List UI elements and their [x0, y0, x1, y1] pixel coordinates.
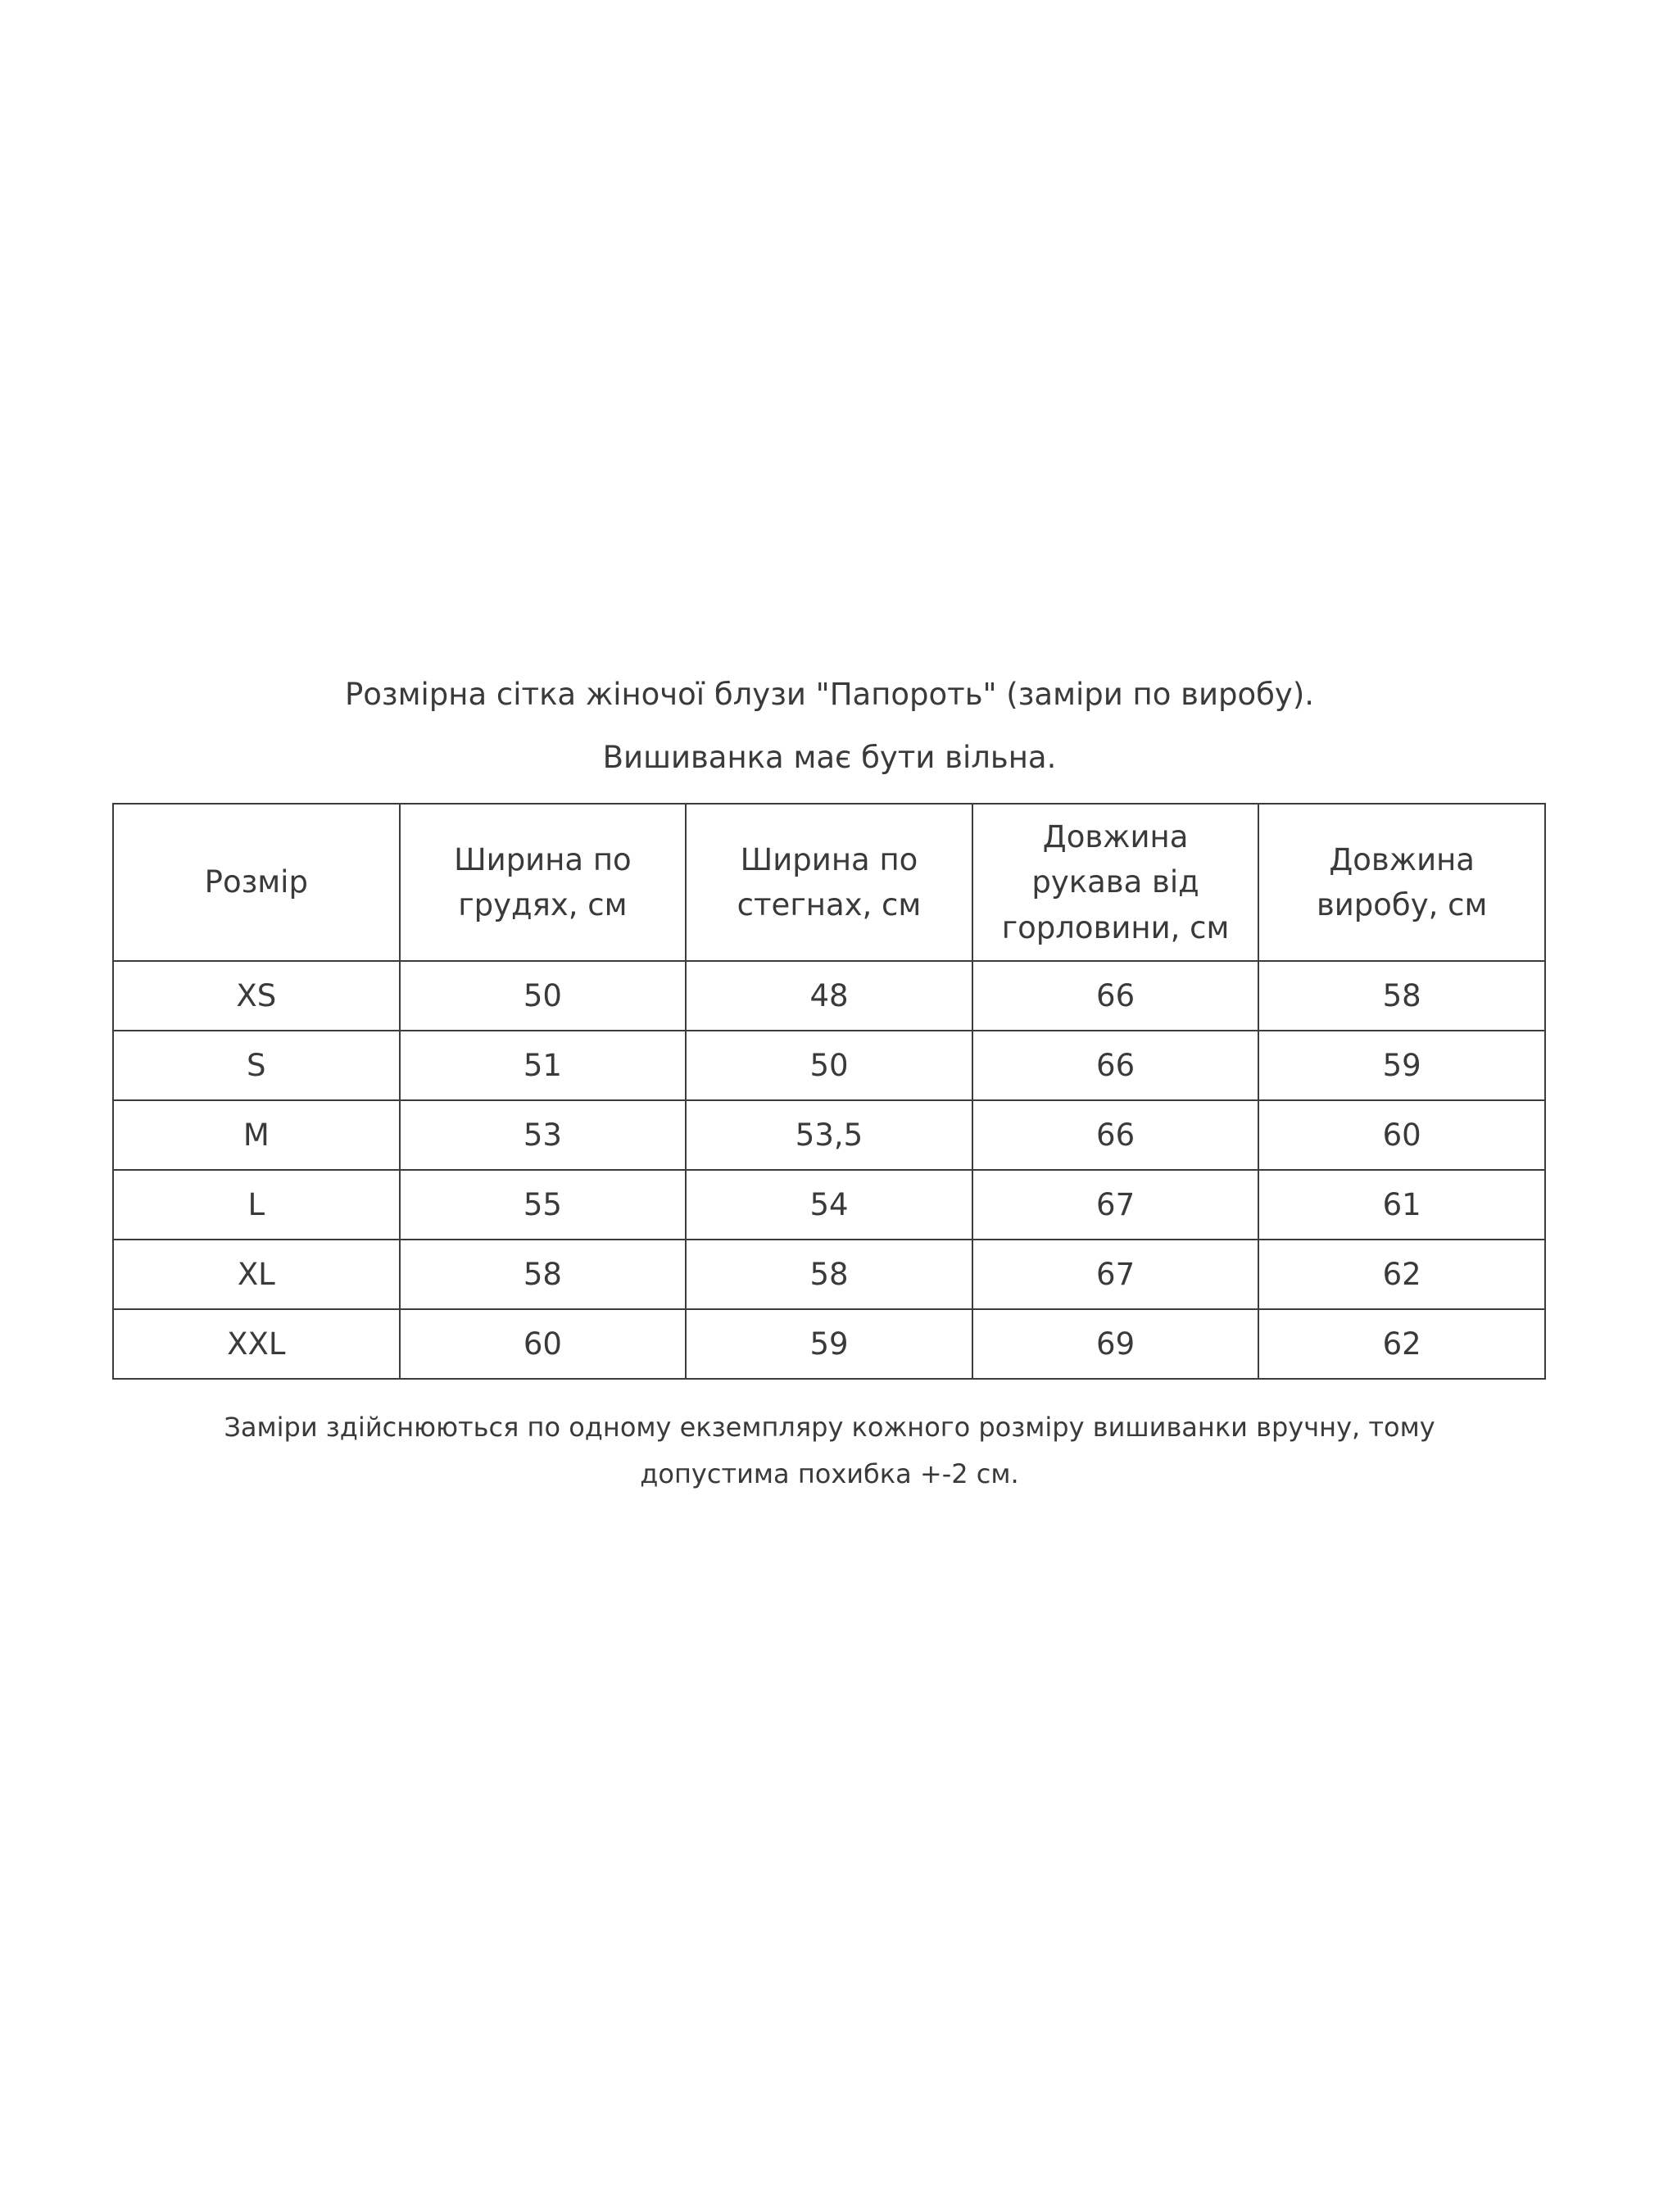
- cell-garment-length: 58: [1258, 960, 1546, 1031]
- page-subtitle: Вишиванка має бути вільна.: [602, 740, 1057, 775]
- cell-sleeve-length: 69: [971, 1308, 1260, 1380]
- header-sleeve-length: Довжина рукава від горловини, см: [971, 803, 1260, 962]
- cell-garment-length: 61: [1258, 1169, 1546, 1240]
- cell-hip-width: 53,5: [685, 1099, 973, 1171]
- table-row: L 55 54 67 61: [112, 1169, 1546, 1240]
- measurement-note: Заміри здійснюються по одному екземпляру…: [224, 1412, 1435, 1489]
- cell-chest-width: 55: [398, 1169, 687, 1240]
- table-row: S 51 50 66 59: [112, 1030, 1546, 1101]
- header-hip-width: Ширина по стегнах, см: [685, 803, 973, 962]
- cell-size: XXL: [112, 1308, 401, 1380]
- cell-sleeve-length: 66: [971, 1099, 1260, 1171]
- cell-size: M: [112, 1099, 401, 1171]
- table-header-row: Розмір Ширина по грудях, см Ширина по ст…: [112, 803, 1546, 962]
- cell-sleeve-length: 66: [971, 960, 1260, 1031]
- cell-chest-width: 50: [398, 960, 687, 1031]
- cell-hip-width: 48: [685, 960, 973, 1031]
- cell-hip-width: 54: [685, 1169, 973, 1240]
- cell-garment-length: 59: [1258, 1030, 1546, 1101]
- cell-size: S: [112, 1030, 401, 1101]
- cell-size: XL: [112, 1239, 401, 1310]
- table-row: XS 50 48 66 58: [112, 960, 1546, 1031]
- cell-chest-width: 60: [398, 1308, 687, 1380]
- table-row: XL 58 58 67 62: [112, 1239, 1546, 1310]
- cell-garment-length: 62: [1258, 1239, 1546, 1310]
- table-row: M 53 53,5 66 60: [112, 1099, 1546, 1171]
- cell-sleeve-length: 66: [971, 1030, 1260, 1101]
- size-chart-table: Розмір Ширина по грудях, см Ширина по ст…: [112, 803, 1546, 1380]
- cell-garment-length: 62: [1258, 1308, 1546, 1380]
- cell-hip-width: 59: [685, 1308, 973, 1380]
- cell-chest-width: 51: [398, 1030, 687, 1101]
- cell-sleeve-length: 67: [971, 1169, 1260, 1240]
- header-garment-length: Довжина виробу, см: [1258, 803, 1546, 962]
- page-title: Розмірна сітка жіночої блузи "Папороть" …: [344, 677, 1315, 712]
- cell-sleeve-length: 67: [971, 1239, 1260, 1310]
- cell-size: L: [112, 1169, 401, 1240]
- cell-hip-width: 50: [685, 1030, 973, 1101]
- header-size: Розмір: [112, 803, 401, 962]
- cell-chest-width: 53: [398, 1099, 687, 1171]
- cell-garment-length: 60: [1258, 1099, 1546, 1171]
- cell-chest-width: 58: [398, 1239, 687, 1310]
- header-chest-width: Ширина по грудях, см: [398, 803, 687, 962]
- table-row: XXL 60 59 69 62: [112, 1308, 1546, 1380]
- cell-hip-width: 58: [685, 1239, 973, 1310]
- cell-size: XS: [112, 960, 401, 1031]
